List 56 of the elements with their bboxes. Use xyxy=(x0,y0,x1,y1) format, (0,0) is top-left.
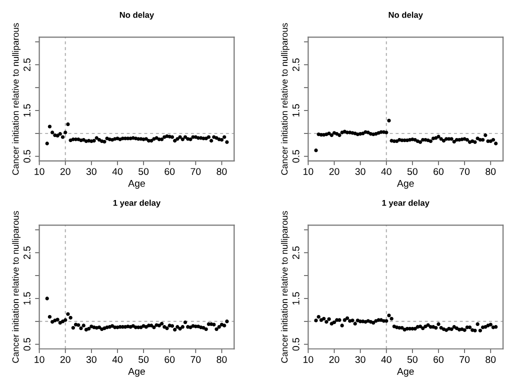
y-tick-label: 1.5 xyxy=(292,292,300,305)
x-tick-label: 10 xyxy=(304,168,314,175)
y-tick-label: 2.5 xyxy=(24,58,30,71)
x-tick-label: 50 xyxy=(138,168,149,175)
x-tick-label: 20 xyxy=(329,356,340,363)
x-axis-title: Age xyxy=(128,180,145,189)
y-axis-title: Cancer initiation relative to nulliparous xyxy=(12,211,21,363)
x-tick-label: 70 xyxy=(460,168,470,175)
y-tick-label: 0.5 xyxy=(292,338,300,351)
x-axis-title: Age xyxy=(396,180,414,189)
y-axis-title: Cancer initiation relative to nulliparous xyxy=(12,23,21,175)
y-tick-label: 0.5 xyxy=(292,150,300,163)
x-tick-label: 40 xyxy=(381,356,392,363)
x-tick-label: 70 xyxy=(190,356,201,363)
y-tick-label: 1.5 xyxy=(24,104,30,117)
x-tick-label: 70 xyxy=(460,356,470,363)
x-tick-label: 70 xyxy=(190,168,201,175)
y-tick-label: 1.5 xyxy=(24,292,30,305)
x-tick-label: 80 xyxy=(486,356,496,363)
chart-title: 1 year delay xyxy=(113,200,161,208)
x-tick-label: 40 xyxy=(112,168,123,175)
x-tick-label: 40 xyxy=(112,356,123,363)
x-tick-label: 80 xyxy=(216,168,227,175)
chart-title: 1 year delay xyxy=(382,200,430,208)
y-tick-label: 0.5 xyxy=(24,150,30,163)
x-tick-label: 60 xyxy=(434,168,444,175)
x-tick-label: 20 xyxy=(60,356,70,363)
y-tick-label: 1.5 xyxy=(292,104,300,117)
x-tick-label: 30 xyxy=(86,168,96,175)
x-tick-label: 20 xyxy=(329,168,340,175)
x-tick-label: 10 xyxy=(34,356,44,363)
chart-title: No delay xyxy=(388,12,423,20)
y-tick-label: 2.5 xyxy=(292,58,300,71)
x-tick-label: 80 xyxy=(486,168,496,175)
x-tick-label: 60 xyxy=(164,356,175,363)
y-tick-label: 2.5 xyxy=(24,246,30,259)
chart-title: No delay xyxy=(120,12,154,20)
y-axis-title: Cancer initiation relative to nulliparous xyxy=(280,23,290,175)
x-tick-label: 60 xyxy=(434,356,444,363)
x-tick-label: 30 xyxy=(355,168,366,175)
x-tick-label: 20 xyxy=(60,168,70,175)
x-tick-label: 10 xyxy=(304,356,314,363)
y-axis-title: Cancer initiation relative to nulliparous xyxy=(280,211,290,363)
x-tick-label: 60 xyxy=(164,168,175,175)
x-tick-label: 30 xyxy=(355,356,366,363)
y-tick-label: 0.5 xyxy=(24,338,30,351)
x-axis-title: Age xyxy=(396,368,414,377)
x-tick-label: 30 xyxy=(86,356,96,363)
x-tick-label: 50 xyxy=(407,356,418,363)
x-tick-label: 40 xyxy=(381,168,392,175)
x-axis-title: Age xyxy=(128,368,145,377)
x-tick-label: 50 xyxy=(407,168,418,175)
x-tick-label: 80 xyxy=(216,356,227,363)
x-tick-label: 50 xyxy=(138,356,149,363)
x-tick-label: 10 xyxy=(34,168,44,175)
y-tick-label: 2.5 xyxy=(292,246,300,259)
